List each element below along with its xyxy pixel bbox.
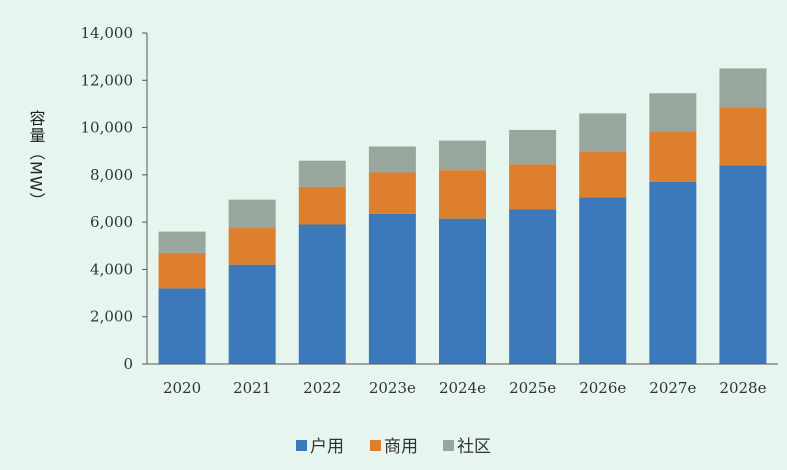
x-tick-label: 2024e xyxy=(439,379,486,397)
bar-segment xyxy=(298,160,346,187)
y-tick-label: 12,000 xyxy=(81,71,134,89)
legend-label: 商用 xyxy=(384,437,418,457)
bar-segment xyxy=(298,186,346,225)
y-tick-label: 0 xyxy=(123,355,133,373)
x-tick-label: 2020 xyxy=(163,379,201,397)
y-tick-label: 2,000 xyxy=(90,308,133,326)
bar-segment xyxy=(158,288,206,364)
bar-segment xyxy=(368,146,416,173)
bar-segment xyxy=(228,264,276,364)
legend-label: 社区 xyxy=(457,437,491,457)
bar-segment xyxy=(439,218,486,364)
bar-segment xyxy=(649,93,697,132)
y-tick-group: 0 2,000 4,000 6,000 8,000 10,000 12,000 14,000 xyxy=(81,24,147,373)
bar-segment xyxy=(368,213,416,364)
legend-swatch xyxy=(296,440,307,451)
bar-segment xyxy=(509,129,557,165)
x-tick-group: 2020 2021 2022 2023e 2024e 2025e 2026e 2027e 202… xyxy=(163,379,767,397)
legend-label: 户用 xyxy=(310,437,344,457)
legend: 户用 商用 社区 xyxy=(296,437,491,457)
bar-segment xyxy=(719,107,767,166)
bar-segment xyxy=(368,172,416,214)
bar-segment xyxy=(228,228,276,265)
bar-segment xyxy=(228,199,276,229)
legend-swatch xyxy=(370,440,381,451)
bar-segment xyxy=(509,209,557,364)
bar-segment xyxy=(649,181,697,364)
bar-segment xyxy=(158,231,206,253)
x-tick-label: 2027e xyxy=(649,379,696,397)
y-tick-label: 4,000 xyxy=(90,260,133,278)
bar-segment xyxy=(439,140,486,171)
bar-segment xyxy=(579,151,627,198)
x-tick-label: 2026e xyxy=(579,379,626,397)
y-tick-label: 6,000 xyxy=(90,213,133,231)
bar-segment xyxy=(579,197,627,364)
x-tick-label: 2028e xyxy=(719,379,766,397)
bar-segment xyxy=(158,252,206,289)
y-tick-label: 14,000 xyxy=(81,24,134,42)
bars-group xyxy=(158,68,767,364)
x-tick-label: 2022 xyxy=(303,379,341,397)
bar-segment xyxy=(579,113,627,152)
bar-segment xyxy=(719,68,767,108)
bar-segment xyxy=(509,164,557,210)
x-tick-label: 2023e xyxy=(369,379,416,397)
y-axis-label: 容量（MW） xyxy=(27,110,46,210)
legend-swatch xyxy=(443,440,454,451)
bar-segment xyxy=(719,165,767,364)
x-tick-label: 2025e xyxy=(509,379,556,397)
bar-segment xyxy=(298,224,346,364)
y-tick-label: 8,000 xyxy=(90,166,133,184)
bar-segment xyxy=(649,131,697,182)
bar-segment xyxy=(439,170,486,219)
y-tick-label: 10,000 xyxy=(81,119,134,137)
x-tick-label: 2021 xyxy=(233,379,271,397)
